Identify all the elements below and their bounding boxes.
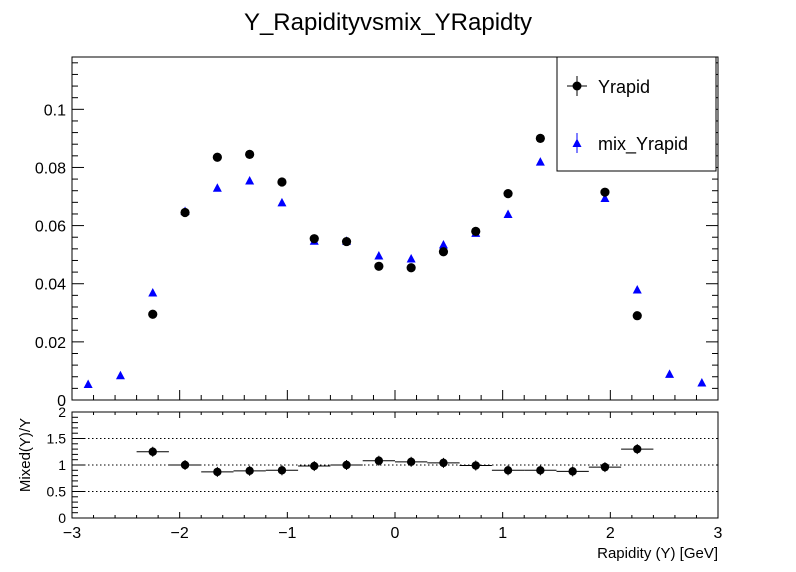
top-plot-axes: 0 0.02 0.04 0.06 0.08 0.1 xyxy=(35,62,719,410)
mix-yrapid-point xyxy=(438,239,448,249)
legend-mix-marker xyxy=(572,138,582,147)
mix-yrapid-point xyxy=(697,378,707,387)
legend-yrapid-marker xyxy=(572,81,582,91)
y-tick-label: 0.08 xyxy=(35,160,66,177)
yrapid-point xyxy=(438,247,449,257)
mix-yrapid-point xyxy=(632,285,642,294)
ratio-y-tick-label: 0.5 xyxy=(47,484,67,500)
mix-yrapid-point xyxy=(245,176,255,185)
x-tick-label: −2 xyxy=(171,525,189,542)
legend-mix-label: mix_Yrapid xyxy=(598,134,688,155)
ratio-y-tick-label: 1 xyxy=(58,457,66,473)
mix-yrapid-point xyxy=(665,369,675,378)
ratio-plot-axes: −3 −2 −1 0 1 2 3 0 0.5 1 1.5 2 xyxy=(47,404,723,542)
mix-yrapid-point xyxy=(212,183,222,192)
ratio-y-tick-label: 0 xyxy=(58,510,66,526)
ratio-point xyxy=(245,466,254,476)
mix-yrapid-point xyxy=(277,197,287,207)
ratio-point xyxy=(277,466,287,475)
yrapid-point xyxy=(632,311,642,321)
mix-yrapid-point xyxy=(115,370,125,380)
ratio-point xyxy=(471,461,480,470)
yrapid-point xyxy=(180,207,190,218)
y-tick-label: 0.06 xyxy=(35,219,66,236)
mix-yrapid-point xyxy=(148,287,158,297)
x-tick-label: 3 xyxy=(714,525,723,542)
ratio-y-axis-label: Mixed(Υ)/Υ xyxy=(17,418,34,492)
mix-yrapid-point xyxy=(535,157,545,166)
yrapid-point xyxy=(212,152,222,162)
yrapid-point xyxy=(277,177,287,187)
mix-yrapid-point xyxy=(83,379,93,389)
top-plot-markers xyxy=(83,133,707,389)
yrapid-point xyxy=(309,234,319,244)
ratio-point xyxy=(568,467,577,476)
ratio-point xyxy=(180,460,190,470)
ratio-point xyxy=(439,458,448,468)
y-tick-label: 0.1 xyxy=(44,102,66,119)
yrapid-point xyxy=(503,189,513,199)
mix-yrapid-point xyxy=(600,193,610,202)
y-tick-label: 0.02 xyxy=(35,335,66,352)
yrapid-point xyxy=(471,226,481,237)
yrapid-point xyxy=(245,149,255,159)
ratio-point xyxy=(600,462,610,472)
yrapid-point xyxy=(341,236,352,247)
x-tick-label: −1 xyxy=(278,525,296,542)
x-tick-label: 1 xyxy=(498,525,507,542)
y-tick-label: 0 xyxy=(57,393,66,410)
x-tick-label: −3 xyxy=(63,525,81,542)
mix-yrapid-point xyxy=(406,253,416,263)
yrapid-point xyxy=(374,261,384,271)
y-tick-label: 0.04 xyxy=(35,277,66,294)
ratio-point xyxy=(406,457,416,467)
yrapid-point xyxy=(148,309,158,319)
x-tick-label: 2 xyxy=(606,525,615,542)
ratio-y-tick-label: 2 xyxy=(58,404,66,420)
ratio-point xyxy=(633,444,642,454)
ratio-point xyxy=(213,467,222,477)
x-tick-label: 0 xyxy=(391,525,400,542)
ratio-point xyxy=(310,461,319,471)
yrapid-point xyxy=(535,133,545,143)
ratio-point xyxy=(148,447,157,456)
ratio-plot-markers xyxy=(136,444,654,477)
ratio-point xyxy=(503,466,513,475)
mix-yrapid-point xyxy=(503,209,513,218)
ratio-point xyxy=(342,460,351,470)
yrapid-point xyxy=(600,187,610,197)
ratio-point xyxy=(374,456,384,465)
legend-yrapid-label: Yrapid xyxy=(598,77,650,97)
ratio-point xyxy=(536,466,545,475)
mix-yrapid-point xyxy=(374,251,384,260)
legend-box xyxy=(556,56,717,172)
legend: Yrapid mix_Yrapid xyxy=(556,56,717,172)
yrapid-point xyxy=(406,263,416,273)
ratio-y-tick-label: 1.5 xyxy=(47,431,67,447)
x-axis-label: Rapidity (Υ) [GeV] xyxy=(597,545,718,562)
chart-title: Y_Rapidityvsmix_YRapidty xyxy=(244,9,532,36)
